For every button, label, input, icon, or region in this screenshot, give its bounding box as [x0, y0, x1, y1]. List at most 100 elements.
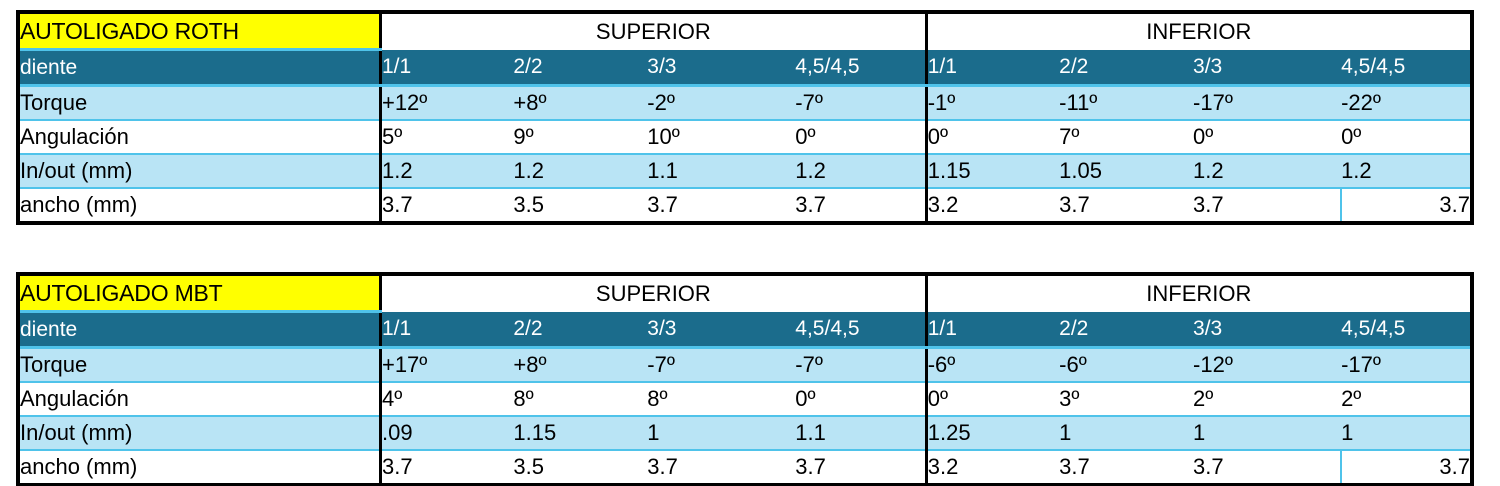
header-sup-tooth-4: 4,5/4,5 — [795, 311, 927, 349]
cell-inf-torque-1: -1º — [924, 85, 1060, 121]
cell-sup-angulacion-4: 0º — [795, 382, 927, 417]
row-label-inout: In/out (mm) — [20, 154, 381, 189]
header-inf-tooth-3: 3/3 — [1193, 311, 1342, 349]
table-title-roth: AUTOLIGADO ROTH — [20, 14, 381, 51]
cell-sup-torque-1: +17º — [378, 347, 514, 383]
cell-sup-torque-3: -7º — [647, 347, 796, 383]
cell-inf-inout-1: 1.25 — [924, 416, 1060, 451]
cell-sup-torque-2: +8º — [513, 347, 648, 383]
cell-inf-torque-3: -12º — [1193, 347, 1342, 383]
header-inf-tooth-3: 3/3 — [1193, 49, 1342, 87]
row-label-inout: In/out (mm) — [20, 416, 381, 451]
row-label-torque: Torque — [20, 347, 381, 383]
cell-inf-angulacion-3: 2º — [1193, 382, 1342, 417]
cell-inf-ancho-2: 3.7 — [1059, 188, 1194, 221]
header-inf-tooth-2: 2/2 — [1059, 311, 1194, 349]
table-title-row: AUTOLIGADO MBT SUPERIOR INFERIOR — [20, 276, 1470, 313]
cell-sup-ancho-1: 3.7 — [378, 188, 514, 221]
cell-sup-inout-4: 1.2 — [795, 154, 927, 189]
table-row-inout: In/out (mm) 1.2 1.2 1.1 1.2 1.15 1.05 1.… — [20, 154, 1470, 189]
cell-sup-angulacion-1: 5º — [378, 120, 514, 155]
table-title-row: AUTOLIGADO ROTH SUPERIOR INFERIOR — [20, 14, 1470, 51]
cell-inf-angulacion-1: 0º — [924, 382, 1060, 417]
table-title-mbt: AUTOLIGADO MBT — [20, 276, 381, 313]
header-sup-tooth-1: 1/1 — [378, 311, 514, 349]
cell-inf-torque-2: -6º — [1059, 347, 1194, 383]
header-inf-tooth-4: 4,5/4,5 — [1341, 49, 1470, 87]
cell-sup-angulacion-2: 8º — [513, 382, 648, 417]
cell-sup-ancho-3: 3.7 — [647, 450, 796, 483]
cell-sup-inout-1: 1.2 — [378, 154, 514, 189]
header-inf-tooth-2: 2/2 — [1059, 49, 1194, 87]
cell-inf-torque-4: -17º — [1341, 347, 1470, 383]
cell-inf-angulacion-1: 0º — [924, 120, 1060, 155]
header-sup-tooth-1: 1/1 — [378, 49, 514, 87]
cell-inf-inout-3: 1.2 — [1193, 154, 1342, 189]
cell-sup-angulacion-3: 8º — [647, 382, 796, 417]
cell-sup-torque-4: -7º — [795, 85, 927, 121]
header-sup-tooth-3: 3/3 — [647, 311, 796, 349]
cell-sup-torque-4: -7º — [795, 347, 927, 383]
cell-inf-inout-4: 1 — [1341, 416, 1470, 451]
cell-sup-ancho-4: 3.7 — [795, 450, 927, 483]
bracket-prescription-table-mbt: AUTOLIGADO MBT SUPERIOR INFERIOR diente … — [16, 272, 1474, 486]
cell-sup-angulacion-4: 0º — [795, 120, 927, 155]
cell-inf-angulacion-4: 2º — [1341, 382, 1470, 417]
header-label-diente: diente — [20, 311, 381, 349]
header-sup-tooth-3: 3/3 — [647, 49, 796, 87]
column-header-row: diente 1/1 2/2 3/3 4,5/4,5 1/1 2/2 3/3 4… — [20, 49, 1470, 87]
cell-inf-inout-2: 1 — [1059, 416, 1194, 451]
table-row-torque: Torque +12º +8º -2º -7º -1º -11º -17º -2… — [20, 85, 1470, 121]
cell-sup-ancho-4: 3.7 — [795, 188, 927, 221]
arch-header-superior: SUPERIOR — [378, 276, 927, 312]
row-label-ancho: ancho (mm) — [20, 450, 381, 483]
cell-inf-angulacion-3: 0º — [1193, 120, 1342, 155]
header-sup-tooth-2: 2/2 — [513, 311, 648, 349]
arch-header-superior: SUPERIOR — [378, 14, 927, 50]
cell-sup-torque-1: +12º — [378, 85, 514, 121]
header-sup-tooth-2: 2/2 — [513, 49, 648, 87]
cell-inf-ancho-4: 3.7 — [1340, 187, 1470, 221]
cell-inf-ancho-1: 3.2 — [924, 188, 1060, 221]
header-label-diente: diente — [20, 49, 381, 87]
cell-inf-inout-1: 1.15 — [924, 154, 1060, 189]
arch-header-inferior: INFERIOR — [924, 276, 1470, 312]
cell-sup-ancho-3: 3.7 — [647, 188, 796, 221]
bracket-prescription-table-roth: AUTOLIGADO ROTH SUPERIOR INFERIOR diente… — [16, 10, 1474, 225]
cell-sup-angulacion-1: 4º — [378, 382, 514, 417]
cell-sup-ancho-2: 3.5 — [513, 450, 648, 483]
cell-inf-torque-3: -17º — [1193, 85, 1342, 121]
column-header-row: diente 1/1 2/2 3/3 4,5/4,5 1/1 2/2 3/3 4… — [20, 311, 1470, 349]
table-row-angulacion: Angulación 5º 9º 10º 0º 0º 7º 0º 0º — [20, 120, 1470, 155]
row-label-angulacion: Angulación — [20, 382, 381, 417]
cell-inf-ancho-1: 3.2 — [924, 450, 1060, 483]
cell-inf-ancho-3: 3.7 — [1193, 188, 1342, 221]
cell-inf-inout-3: 1 — [1193, 416, 1342, 451]
header-inf-tooth-4: 4,5/4,5 — [1341, 311, 1470, 349]
row-label-torque: Torque — [20, 85, 381, 121]
cell-sup-angulacion-3: 10º — [647, 120, 796, 155]
header-sup-tooth-4: 4,5/4,5 — [795, 49, 927, 87]
cell-sup-inout-1: .09 — [378, 416, 514, 451]
table-mbt: AUTOLIGADO MBT SUPERIOR INFERIOR diente … — [20, 276, 1470, 483]
table-row-inout: In/out (mm) .09 1.15 1 1.1 1.25 1 1 1 — [20, 416, 1470, 451]
table-row-angulacion: Angulación 4º 8º 8º 0º 0º 3º 2º 2º — [20, 382, 1470, 417]
cell-inf-angulacion-2: 3º — [1059, 382, 1194, 417]
cell-inf-torque-2: -11º — [1059, 85, 1194, 121]
table-row-ancho: ancho (mm) 3.7 3.5 3.7 3.7 3.2 3.7 3.7 3… — [20, 449, 1470, 483]
header-inf-tooth-1: 1/1 — [924, 49, 1060, 87]
cell-inf-ancho-2: 3.7 — [1059, 450, 1194, 483]
cell-sup-torque-2: +8º — [513, 85, 648, 121]
cell-sup-inout-3: 1.1 — [647, 154, 796, 189]
cell-inf-ancho-4: 3.7 — [1340, 449, 1470, 483]
cell-sup-ancho-2: 3.5 — [513, 188, 648, 221]
cell-sup-ancho-1: 3.7 — [378, 450, 514, 483]
cell-sup-inout-3: 1 — [647, 416, 796, 451]
cell-sup-inout-4: 1.1 — [795, 416, 927, 451]
cell-inf-inout-4: 1.2 — [1341, 154, 1470, 189]
cell-sup-inout-2: 1.2 — [513, 154, 648, 189]
arch-header-inferior: INFERIOR — [924, 14, 1470, 50]
cell-sup-torque-3: -2º — [647, 85, 796, 121]
cell-inf-ancho-3: 3.7 — [1193, 450, 1342, 483]
